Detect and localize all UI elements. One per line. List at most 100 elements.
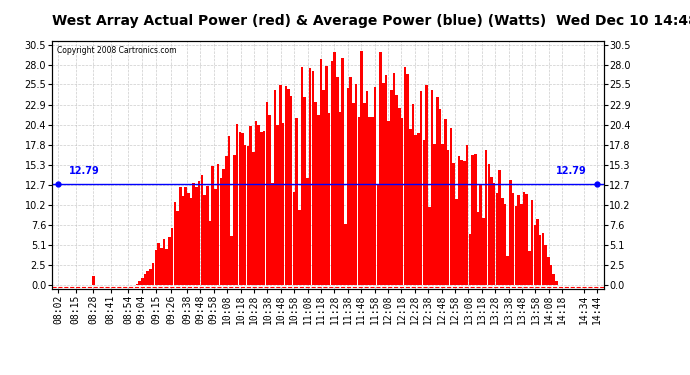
Bar: [512, 194, 515, 285]
Bar: [404, 67, 406, 285]
Bar: [290, 96, 293, 285]
Bar: [179, 188, 181, 285]
Bar: [450, 128, 452, 285]
Bar: [152, 263, 155, 285]
Bar: [555, 280, 558, 285]
Bar: [520, 204, 522, 285]
Bar: [447, 150, 449, 285]
Text: Copyright 2008 Cartronics.com: Copyright 2008 Cartronics.com: [57, 46, 177, 55]
Bar: [498, 170, 501, 285]
Bar: [518, 195, 520, 285]
Bar: [190, 198, 193, 285]
Bar: [295, 118, 298, 285]
Bar: [241, 133, 244, 285]
Bar: [360, 51, 363, 285]
Bar: [141, 278, 144, 285]
Bar: [301, 67, 304, 285]
Bar: [444, 119, 446, 285]
Bar: [457, 156, 460, 285]
Bar: [420, 91, 422, 285]
Bar: [319, 59, 322, 285]
Bar: [525, 194, 528, 285]
Bar: [406, 74, 409, 285]
Bar: [344, 224, 346, 285]
Bar: [384, 75, 387, 285]
Bar: [244, 146, 246, 285]
Bar: [325, 66, 328, 285]
Bar: [255, 122, 257, 285]
Bar: [442, 144, 444, 285]
Bar: [274, 90, 276, 285]
Bar: [533, 225, 536, 285]
Bar: [284, 87, 287, 285]
Bar: [544, 244, 547, 285]
Bar: [547, 257, 550, 285]
Bar: [257, 125, 260, 285]
Bar: [412, 104, 414, 285]
Bar: [380, 52, 382, 285]
Bar: [206, 186, 208, 285]
Bar: [417, 134, 420, 285]
Bar: [136, 284, 138, 285]
Bar: [374, 87, 376, 285]
Bar: [317, 115, 319, 285]
Bar: [328, 113, 331, 285]
Bar: [387, 121, 390, 285]
Bar: [263, 131, 266, 285]
Bar: [239, 132, 241, 285]
Bar: [166, 249, 168, 285]
Bar: [246, 146, 249, 285]
Bar: [366, 92, 368, 285]
Bar: [219, 178, 222, 285]
Bar: [455, 198, 457, 285]
Bar: [398, 108, 401, 285]
Bar: [176, 211, 179, 285]
Bar: [553, 274, 555, 285]
Bar: [433, 144, 436, 285]
Bar: [160, 248, 163, 285]
Bar: [422, 140, 425, 285]
Bar: [304, 97, 306, 285]
Bar: [425, 86, 428, 285]
Bar: [347, 88, 349, 285]
Bar: [163, 239, 166, 285]
Bar: [339, 112, 342, 285]
Bar: [287, 89, 290, 285]
Bar: [174, 202, 176, 285]
Bar: [168, 237, 170, 285]
Bar: [439, 109, 442, 285]
Bar: [401, 118, 404, 285]
Bar: [266, 102, 268, 285]
Bar: [314, 102, 317, 285]
Bar: [211, 166, 214, 285]
Bar: [233, 155, 236, 285]
Bar: [333, 52, 336, 285]
Bar: [436, 97, 439, 285]
Bar: [171, 228, 173, 285]
Bar: [144, 274, 146, 285]
Bar: [485, 150, 487, 285]
Bar: [382, 82, 384, 285]
Bar: [539, 235, 542, 285]
Bar: [201, 176, 203, 285]
Bar: [415, 135, 417, 285]
Bar: [260, 132, 263, 285]
Bar: [293, 192, 295, 285]
Bar: [509, 180, 512, 285]
Bar: [390, 90, 393, 285]
Bar: [149, 268, 152, 285]
Bar: [198, 182, 201, 285]
Bar: [146, 271, 149, 285]
Bar: [268, 116, 271, 285]
Bar: [395, 95, 398, 285]
Bar: [139, 281, 141, 285]
Text: 12.79: 12.79: [69, 166, 100, 177]
Bar: [157, 243, 160, 285]
Bar: [181, 196, 184, 285]
Bar: [523, 192, 525, 285]
Bar: [463, 161, 466, 285]
Bar: [222, 169, 225, 285]
Bar: [393, 73, 395, 285]
Bar: [453, 163, 455, 285]
Bar: [214, 189, 217, 285]
